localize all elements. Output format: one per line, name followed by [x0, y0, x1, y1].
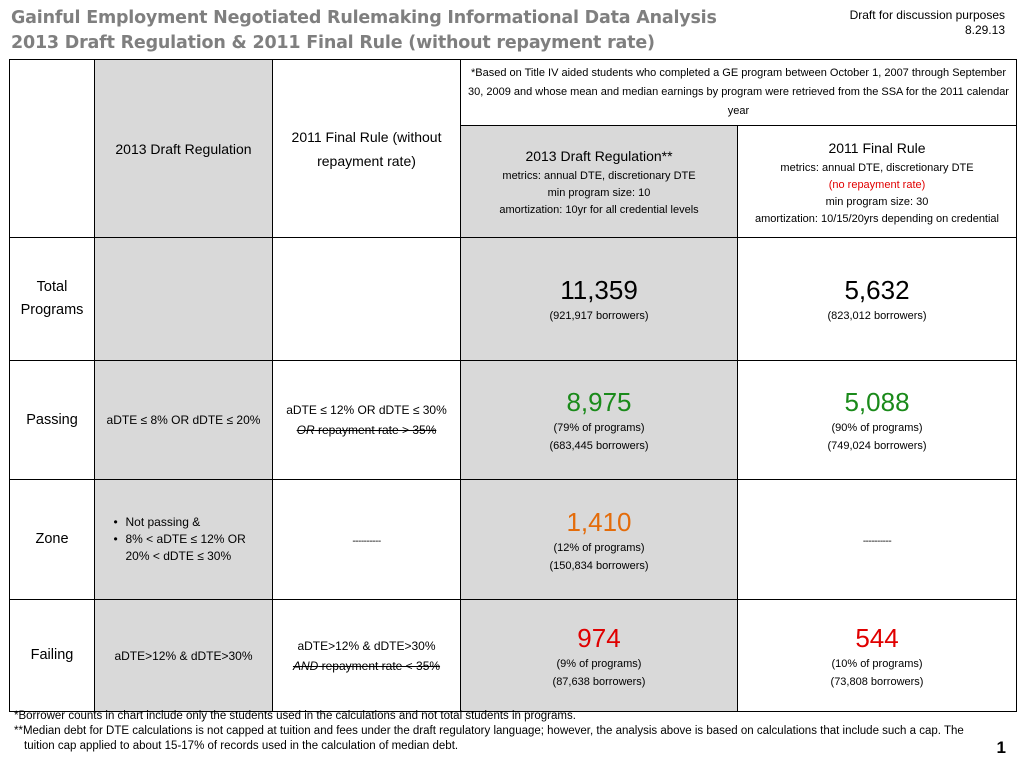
bullet-icon: •	[113, 532, 118, 546]
passing-2011-borrowers: (749,024 borrowers)	[827, 440, 927, 452]
total-2013-count: 11,359	[560, 275, 638, 305]
passing-2011-criteria-line1: aDTE ≤ 12% OR dDTE ≤ 30%	[286, 403, 447, 417]
header-2013-results-cell: 2013 Draft Regulation** metrics: annual …	[460, 125, 738, 238]
table-row-failing: Failing aDTE>12% & dDTE>30% aDTE>12% & d…	[9, 599, 1018, 712]
zone-criteria-item-1: Not passing &	[125, 515, 201, 529]
zone-criteria-item-2: 8% < aDTE ≤ 12% OR 20% < dDTE ≤ 30%	[125, 532, 246, 563]
passing-2011-repayment: repayment rate > 35%	[314, 423, 437, 437]
draft-note: Draft for discussion purposes 8.29.13	[850, 8, 1005, 38]
passing-2013-count: 8,975	[566, 387, 632, 417]
list-item: • Not passing &	[114, 514, 254, 531]
table-row-total: Total Programs 11,359 (921,917 borrowers…	[9, 237, 1018, 361]
footnote-borrower-counts: *Borrower counts in chart include only t…	[14, 710, 576, 722]
zone-2011-criteria-cell: ----------	[272, 479, 461, 600]
passing-2011-results-cell: 5,088 (90% of programs) (749,024 borrowe…	[736, 360, 1018, 480]
failing-2011-count: 544	[855, 622, 899, 653]
list-item: • 8% < aDTE ≤ 12% OR 20% < dDTE ≤ 30%	[114, 531, 254, 565]
passing-2013-pct: (79% of programs)	[553, 422, 645, 434]
zone-2013-results-cell: 1,410 (12% of programs) (150,834 borrowe…	[460, 479, 738, 600]
draft-note-label: Draft for discussion purposes	[849, 8, 1005, 22]
table-row-zone: Zone • Not passing & • 8% < aDTE ≤ 12% OR …	[9, 479, 1018, 600]
failing-2013-criteria: aDTE>12% & dDTE>30%	[114, 648, 253, 663]
row-label-cell-total: Total Programs	[9, 237, 95, 361]
zone-2013-criteria-list: • Not passing & • 8% < aDTE ≤ 12% OR 20% <…	[114, 514, 254, 565]
header-2011-criteria-cell: 2011 Final Rule (without repayment rate)	[272, 59, 461, 238]
header-2013-criteria-cell: 2013 Draft Regulation	[94, 59, 273, 238]
passing-2013-criteria-cell: aDTE ≤ 8% OR dDTE ≤ 20%	[94, 360, 273, 480]
failing-2011-results-cell: 544 (10% of programs) (73,808 borrowers)	[736, 599, 1018, 712]
passing-2011-criteria-line2: OR repayment rate > 35%	[277, 420, 456, 440]
row-label-total: Total Programs	[20, 279, 84, 318]
failing-2013-pct: (9% of programs)	[556, 657, 642, 670]
data-source-note-cell: *Based on Title IV aided students who co…	[459, 59, 1018, 126]
row-label-cell-passing: Passing	[9, 360, 95, 480]
zone-2011-criteria: ----------	[352, 535, 381, 547]
total-2011-results-cell: 5,632 (823,012 borrowers)	[736, 237, 1018, 361]
zone-2013-pct: (12% of programs)	[553, 541, 645, 554]
draft-note-date: 8.29.13	[964, 23, 1005, 37]
failing-2013-criteria-cell: aDTE>12% & dDTE>30%	[94, 599, 273, 712]
data-source-note: *Based on Title IV aided students who co…	[468, 67, 1009, 117]
header-2013-label: 2013 Draft Regulation	[115, 140, 252, 157]
footnote-median-debt: **Median debt for DTE calculations is no…	[14, 725, 964, 752]
header-2011-label: 2011 Final Rule (without repayment rate)	[291, 128, 442, 169]
zone-2011-count: ----------	[862, 535, 892, 547]
zone-2011-results-cell: ----------	[736, 479, 1018, 600]
failing-2011-criteria-line1: aDTE>12% & dDTE>30%	[297, 638, 436, 653]
failing-2011-repayment: repayment rate < 35%	[318, 658, 441, 673]
header-2013-amortization: amortization: 10yr for all credential le…	[499, 204, 699, 216]
row-label-passing: Passing	[26, 411, 78, 428]
row-label-failing: Failing	[30, 647, 74, 663]
footnotes: *Borrower counts in chart include only t…	[14, 709, 989, 754]
row-label-cell-failing: Failing	[9, 599, 95, 712]
total-2013-borrowers: (921,917 borrowers)	[549, 310, 649, 322]
total-2011-criteria-cell	[272, 237, 461, 361]
header-2011-results-cell: 2011 Final Rule metrics: annual DTE, dis…	[736, 125, 1018, 238]
page-number: 1	[996, 738, 1006, 757]
total-2013-criteria-cell	[94, 237, 273, 361]
header-2013-metrics: metrics: annual DTE, discretionary DTE	[502, 170, 696, 182]
failing-2011-borrowers: (73,808 borrowers)	[830, 675, 924, 688]
table-row-passing: Passing aDTE ≤ 8% OR dDTE ≤ 20% aDTE ≤ 1…	[9, 360, 1018, 480]
header-row: 2013 Draft Regulation 2011 Final Rule (w…	[9, 59, 1018, 238]
comparison-table: 2013 Draft Regulation 2011 Final Rule (w…	[9, 59, 1018, 712]
header-2011-results-label: 2011 Final Rule	[828, 139, 926, 156]
header-subrow: 2013 Draft Regulation** metrics: annual …	[10, 125, 1018, 238]
passing-2011-pct: (90% of programs)	[831, 422, 923, 434]
header-2011-no-repayment: (no repayment rate)	[828, 178, 926, 191]
failing-2013-count: 974	[577, 622, 621, 653]
failing-2011-and: AND	[292, 658, 319, 673]
row-label-cell-zone: Zone	[9, 479, 95, 600]
passing-2011-or: OR	[296, 423, 315, 437]
header-2011-min-size: min program size: 30	[825, 195, 929, 208]
failing-2013-results-cell: 974 (9% of programs) (87,638 borrowers)	[460, 599, 738, 712]
header-2013-min-size: min program size: 10	[547, 187, 651, 199]
bullet-icon: •	[113, 515, 118, 529]
failing-2011-pct: (10% of programs)	[831, 657, 923, 670]
passing-2013-criteria: aDTE ≤ 8% OR dDTE ≤ 20%	[106, 413, 261, 427]
zone-2013-borrowers: (150,834 borrowers)	[549, 559, 649, 572]
failing-2013-borrowers: (87,638 borrowers)	[552, 675, 646, 688]
page-title-line-1: Gainful Employment Negotiated Rulemaking…	[11, 8, 717, 28]
title-block: Gainful Employment Negotiated Rulemaking…	[11, 6, 771, 56]
total-2011-count: 5,632	[844, 275, 910, 305]
failing-2011-criteria-line2: AND repayment rate < 35%	[277, 656, 456, 676]
zone-2013-criteria-cell: • Not passing & • 8% < aDTE ≤ 12% OR 20% <…	[94, 479, 273, 600]
passing-2013-borrowers: (683,445 borrowers)	[549, 440, 649, 452]
total-2013-results-cell: 11,359 (921,917 borrowers)	[460, 237, 738, 361]
page-title-line-2: 2013 Draft Regulation & 2011 Final Rule …	[11, 33, 655, 53]
passing-2011-criteria-cell: aDTE ≤ 12% OR dDTE ≤ 30% OR repayment ra…	[272, 360, 461, 480]
header-blank-cell	[9, 59, 95, 238]
header-2011-amortization: amortization: 10/15/20yrs depending on c…	[755, 212, 999, 225]
zone-2013-count: 1,410	[566, 506, 632, 537]
header-2013-results-label: 2013 Draft Regulation**	[525, 148, 673, 164]
failing-2011-criteria-cell: aDTE>12% & dDTE>30% AND repayment rate <…	[272, 599, 461, 712]
row-label-zone: Zone	[35, 531, 69, 547]
passing-2011-count: 5,088	[844, 387, 910, 417]
total-2011-borrowers: (823,012 borrowers)	[827, 310, 927, 322]
passing-2013-results-cell: 8,975 (79% of programs) (683,445 borrowe…	[460, 360, 738, 480]
header-2011-metrics: metrics: annual DTE, discretionary DTE	[780, 161, 974, 174]
